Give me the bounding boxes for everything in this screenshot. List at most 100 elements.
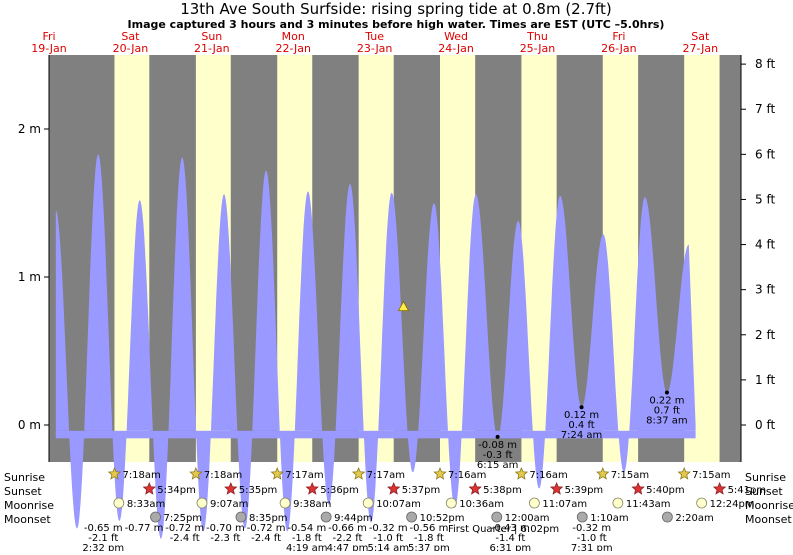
low-water-label: -0.72 m xyxy=(165,523,204,534)
low-water-label: -1.8 ft xyxy=(292,533,322,544)
moonrise-icon xyxy=(529,497,540,509)
sunset-icon xyxy=(712,481,727,495)
low-point-label: 0.12 m xyxy=(564,410,599,421)
low-point-label: 0.7 ft xyxy=(654,405,680,416)
sunset-icon xyxy=(631,481,645,495)
sunset-icon xyxy=(387,481,401,495)
low-water-label: -1.8 ft xyxy=(414,533,444,544)
weekday-label: Sun xyxy=(201,30,222,43)
y-tick-label-ft: 3 ft xyxy=(755,283,775,297)
moonrise-icon xyxy=(279,497,291,509)
weekday-label: Wed xyxy=(444,30,468,43)
chart-title: 13th Ave South Surfside: rising spring t… xyxy=(180,0,612,18)
low-water-label: -0.72 m xyxy=(247,523,286,534)
moonset-icon xyxy=(576,511,588,523)
sunrise-time: 7:18am xyxy=(204,470,242,481)
sunset-time: 5:40pm xyxy=(646,485,685,496)
sunset-icon xyxy=(142,481,156,495)
moon-phase-label: First Quarter | 6:02pm xyxy=(448,524,559,535)
low-water-label: -0.65 m xyxy=(84,523,123,534)
date-label: 19-Jan xyxy=(31,42,67,55)
row-label-left: Sunset xyxy=(4,485,42,498)
sunset-icon xyxy=(468,481,482,495)
sunrise-time: 7:18am xyxy=(122,470,160,481)
row-label-right: Sunrise xyxy=(745,471,786,484)
chart-subtitle: Image captured 3 hours and 3 minutes bef… xyxy=(128,18,665,31)
y-tick-label-m: 2 m xyxy=(18,122,41,136)
moonset-icon xyxy=(150,511,161,523)
date-label: 26-Jan xyxy=(601,42,637,55)
chart-markers: -0.08 m-0.3 ft6:15 am 0.12 m0.4 ft7:24 am… xyxy=(397,300,688,471)
moonrise-icon xyxy=(362,497,374,509)
weekday-label: Fri xyxy=(612,30,625,43)
weekday-label: Sat xyxy=(121,30,140,43)
date-label: 20-Jan xyxy=(113,42,149,55)
moonset-time: 2:20am xyxy=(675,513,713,524)
axes: 0 m 1 m 2 m 0 ft 1 ft 2 ft 3 ft 4 ft 5 ft 6 ft 7 f… xyxy=(18,55,775,462)
low-point-dot xyxy=(579,405,584,410)
moonset-icon xyxy=(235,511,247,523)
low-water-label: 7:31 pm xyxy=(571,543,613,551)
sunset-icon xyxy=(224,481,238,495)
sunrise-icon xyxy=(107,466,122,480)
moonset-icon xyxy=(320,511,332,523)
moonset-icon xyxy=(661,511,673,523)
y-tick-label-m: 1 m xyxy=(18,270,41,284)
sunrise-icon xyxy=(433,466,447,480)
row-label-left: Moonset xyxy=(4,513,51,526)
y-tick-label-ft: 2 ft xyxy=(755,328,775,342)
row-label-right: Moonrise xyxy=(745,499,793,512)
row-label-right: Sunset xyxy=(745,485,783,498)
sunset-time: 5:41pm xyxy=(728,485,767,496)
date-labels: Fri19-JanSat20-JanSun21-JanMon22-JanTue2… xyxy=(31,30,718,55)
moonset-time: 8:35pm xyxy=(249,513,288,524)
sunrise-time: 7:16am xyxy=(448,470,486,481)
low-point-label: 0.4 ft xyxy=(568,420,594,431)
tide-curve xyxy=(55,154,696,539)
sunrise-icon xyxy=(189,466,203,480)
sunrise-time: 7:16am xyxy=(529,470,567,481)
low-point-label: 6:15 am xyxy=(477,460,519,471)
low-water-label: 6:31 pm xyxy=(489,543,531,551)
row-label-left: Sunrise xyxy=(4,471,45,484)
low-water-label: -2.4 ft xyxy=(170,533,200,544)
sunset-icon xyxy=(305,481,319,495)
low-water-label: -2.1 ft xyxy=(88,533,118,544)
sunset-time: 5:36pm xyxy=(320,485,359,496)
date-label: 21-Jan xyxy=(194,42,230,55)
moonrise-time: 11:07am xyxy=(542,499,587,510)
y-tick-label-ft: 5 ft xyxy=(755,192,775,206)
moonset-time: 1:10am xyxy=(590,513,628,524)
low-point-label: -0.3 ft xyxy=(483,450,513,461)
row-label-right: Moonset xyxy=(745,513,792,526)
sunrise-icon xyxy=(514,466,529,480)
low-point-label: 0.22 m xyxy=(649,395,684,406)
low-water-label: -0.43 m xyxy=(491,523,530,534)
low-point-label: -0.08 m xyxy=(478,440,517,451)
tide-base xyxy=(55,430,696,439)
sunrise-icon xyxy=(351,466,366,480)
y-tick-label-ft: 0 ft xyxy=(755,418,775,432)
low-water-label: 4:19 am xyxy=(286,543,328,551)
y-tick-label-ft: 6 ft xyxy=(755,147,775,161)
low-water-label: 4:47 pm xyxy=(327,543,369,551)
y-tick-label-ft: 8 ft xyxy=(755,57,775,71)
date-label: 27-Jan xyxy=(683,42,719,55)
y-tick-label-ft: 1 ft xyxy=(755,373,775,387)
moonset-time: 9:44pm xyxy=(334,513,373,524)
weekday-label: Thu xyxy=(526,30,548,43)
low-water-label: -0.54 m xyxy=(287,523,326,534)
sunrise-icon xyxy=(596,466,610,480)
sunset-time: 5:39pm xyxy=(565,485,604,496)
low-point-dot xyxy=(495,434,500,439)
low-water-label: 2:32 pm xyxy=(82,543,124,551)
sunrise-icon xyxy=(270,466,284,480)
date-label: 24-Jan xyxy=(438,42,474,55)
low-water-label: -0.56 m xyxy=(410,523,449,534)
date-label: 22-Jan xyxy=(275,42,311,55)
date-label: 23-Jan xyxy=(357,42,393,55)
sunrise-time: 7:17am xyxy=(367,470,405,481)
tide-area xyxy=(55,154,696,539)
low-water-label: -2.3 ft xyxy=(210,533,240,544)
